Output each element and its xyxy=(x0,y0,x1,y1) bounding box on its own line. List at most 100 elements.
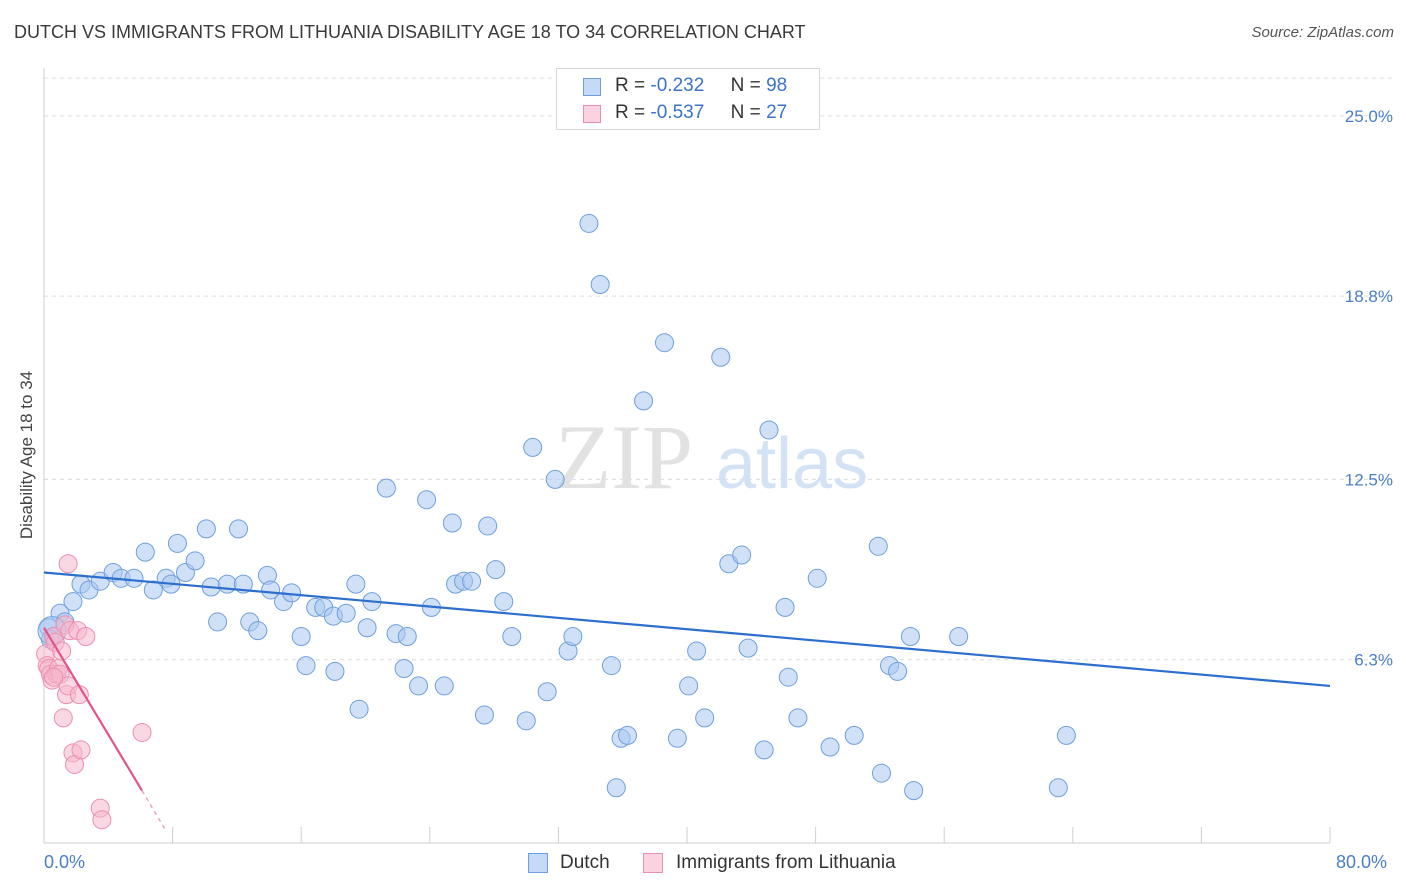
data-point xyxy=(775,597,795,617)
data-point xyxy=(417,490,437,510)
data-point xyxy=(185,551,205,571)
data-point xyxy=(778,667,798,687)
data-point xyxy=(820,737,840,757)
data-point xyxy=(486,560,506,580)
y-tick-label: 18.8% xyxy=(1345,287,1393,306)
r-value-lithuania: -0.537 xyxy=(650,102,705,123)
legend-label-lithuania: Immigrants from Lithuania xyxy=(676,852,896,873)
legend-swatch-lithuania xyxy=(643,853,663,873)
data-point xyxy=(325,661,345,681)
data-point xyxy=(634,391,654,411)
data-point xyxy=(537,682,557,702)
data-point xyxy=(1056,725,1076,745)
data-point xyxy=(132,722,152,742)
y-tick-labels: 6.3% 12.5% 18.8% 25.0% xyxy=(1345,107,1393,670)
data-point xyxy=(695,708,715,728)
data-point xyxy=(754,740,774,760)
data-point xyxy=(516,711,536,731)
data-point xyxy=(143,580,163,600)
legend-swatch-lithuania xyxy=(583,105,601,123)
data-point xyxy=(732,545,752,565)
data-point xyxy=(502,626,522,646)
data-point xyxy=(654,333,674,353)
x-tick-max: 80.0% xyxy=(1336,852,1388,872)
data-point xyxy=(900,626,920,646)
data-point xyxy=(738,638,758,658)
trend-line-dutch xyxy=(43,571,1331,688)
data-point xyxy=(759,420,779,440)
data-point xyxy=(349,699,369,719)
data-point xyxy=(711,347,731,367)
data-point xyxy=(679,676,699,696)
trend-lines xyxy=(43,571,1331,829)
data-point xyxy=(44,667,64,687)
data-point xyxy=(563,626,583,646)
data-point xyxy=(888,661,908,681)
trend-line-lithuania xyxy=(43,627,143,792)
data-point xyxy=(545,469,565,489)
data-point xyxy=(788,708,808,728)
data-point xyxy=(868,536,888,556)
data-point xyxy=(397,626,417,646)
data-point xyxy=(71,740,91,760)
data-point xyxy=(135,542,155,562)
y-tick-label: 6.3% xyxy=(1354,651,1393,670)
axes xyxy=(43,68,1331,844)
data-point xyxy=(124,568,144,588)
data-point xyxy=(606,778,626,798)
data-point xyxy=(618,725,638,745)
legend-swatch-dutch xyxy=(583,78,601,96)
data-point xyxy=(872,763,892,783)
watermark-zip: ZIP xyxy=(555,406,693,508)
data-point xyxy=(196,519,216,539)
data-point xyxy=(409,676,429,696)
data-point xyxy=(357,618,377,638)
n-value-dutch: 98 xyxy=(766,75,788,96)
data-point xyxy=(494,592,514,612)
data-point xyxy=(248,621,268,641)
r-label: R = xyxy=(615,102,646,123)
grid-lines xyxy=(44,77,1394,661)
data-point xyxy=(217,574,237,594)
data-point xyxy=(229,519,249,539)
y-tick-label: 25.0% xyxy=(1345,107,1393,126)
data-point xyxy=(844,725,864,745)
data-point xyxy=(807,568,827,588)
data-point xyxy=(76,626,96,646)
legend-label-dutch: Dutch xyxy=(560,852,610,873)
lithuania-points xyxy=(36,554,152,830)
trend-line-lithuania-extension xyxy=(141,790,166,829)
x-tick-min: 0.0% xyxy=(44,852,86,872)
watermark-atlas: atlas xyxy=(716,424,868,504)
data-point xyxy=(208,612,228,632)
correlation-legend: R = -0.232 N = 98 R = -0.537 N = 27 xyxy=(556,68,820,130)
data-point xyxy=(376,478,396,498)
data-point xyxy=(167,533,187,553)
data-point xyxy=(336,603,356,623)
data-point xyxy=(667,728,687,748)
data-point xyxy=(291,626,311,646)
data-point xyxy=(687,641,707,661)
data-point xyxy=(261,580,281,600)
data-point xyxy=(346,574,366,594)
source-label: Source: ZipAtlas.com xyxy=(1251,24,1394,41)
data-point xyxy=(53,708,73,728)
r-label: R = xyxy=(615,75,646,96)
legend-swatch-dutch xyxy=(528,853,548,873)
data-point xyxy=(579,213,599,233)
data-point xyxy=(434,676,454,696)
r-value-dutch: -0.232 xyxy=(650,75,705,96)
data-point xyxy=(92,810,112,830)
data-point xyxy=(462,571,482,591)
n-label: N = xyxy=(730,75,761,96)
data-point xyxy=(58,554,78,574)
data-point xyxy=(904,781,924,801)
data-point xyxy=(949,626,969,646)
data-point xyxy=(394,658,414,678)
y-tick-label: 12.5% xyxy=(1345,470,1393,489)
data-point xyxy=(523,437,543,457)
data-point xyxy=(1048,778,1068,798)
data-point xyxy=(296,656,316,676)
n-value-lithuania: 27 xyxy=(766,102,788,123)
